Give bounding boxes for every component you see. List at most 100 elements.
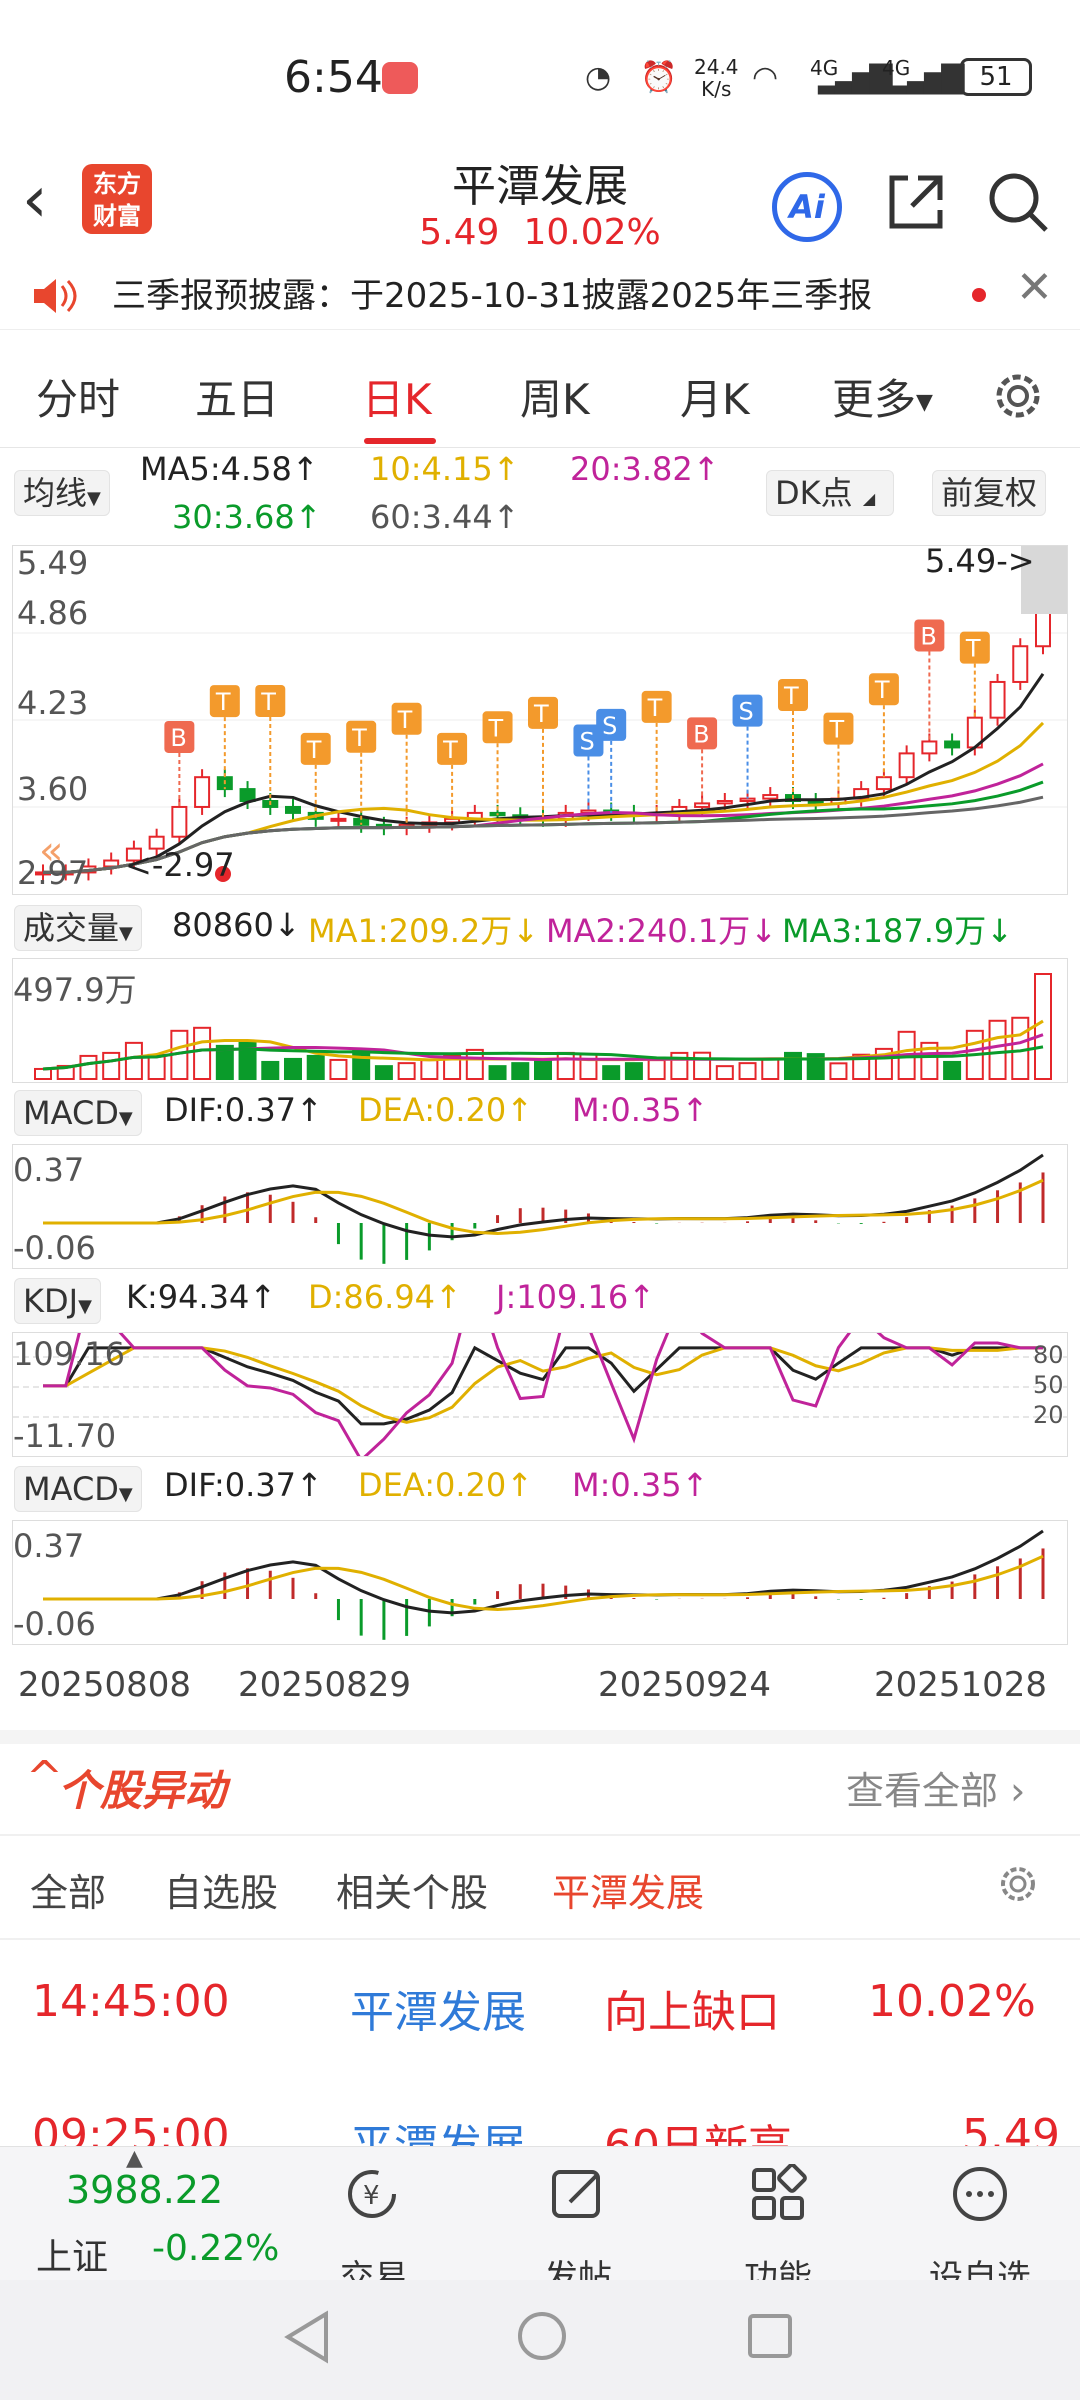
tab-intraday[interactable]: 分时 [36, 375, 121, 424]
ma10-value: 10:4.15↑ [370, 450, 520, 488]
wifi-icon: ◠ [752, 60, 779, 95]
low-point-dot [215, 866, 231, 882]
macd2-dif: DIF:0.37↑ [164, 1466, 323, 1504]
macd-chart-2[interactable]: 0.37 -0.06 [12, 1520, 1068, 1645]
price-scroll-handle[interactable] [1021, 546, 1067, 614]
filter-related[interactable]: 相关个股 [336, 1871, 489, 1915]
kdj-chart[interactable]: 109.16 -11.70 80 50 20 [12, 1271, 1068, 1463]
kline-y-top: 5.49 [17, 544, 89, 582]
trade-marker [437, 732, 468, 765]
trade-marker-label: S [739, 698, 754, 726]
candle [739, 797, 756, 803]
trade-marker [482, 711, 513, 744]
caret-down-icon: ▼ [78, 1296, 92, 1317]
post-icon[interactable] [548, 2164, 608, 2224]
status-bar: 6:54 ◔ ⏰ 24.4 K/s ◠ 4G ▂▃▅▇ 4G ▂▃▅▇ 51 [0, 0, 1080, 150]
volume-chart[interactable]: 497.9万 [12, 958, 1068, 1083]
ma-selector[interactable]: 均线▼ [14, 470, 110, 516]
volume-bar [215, 1044, 234, 1080]
candle [125, 847, 142, 862]
index-widget[interactable]: ▲ 3988.22 上证 -0.22% [0, 2146, 300, 2280]
macd2-dea: DEA:0.20↑ [358, 1466, 534, 1504]
back-icon[interactable]: ‹ [22, 163, 48, 237]
ma60-value: 60:3.44↑ [370, 498, 520, 536]
expand-up-icon: ▲ [126, 2146, 143, 2171]
search-icon[interactable] [986, 170, 1050, 234]
more-icon[interactable] [950, 2164, 1010, 2224]
close-icon[interactable]: ✕ [1016, 262, 1053, 313]
macd2-canvas [43, 1529, 1045, 1640]
dk-point-button[interactable]: DK点 ◢ [766, 470, 894, 516]
volume-bar [420, 1059, 439, 1080]
filter-watchlist[interactable]: 自选股 [164, 1871, 279, 1915]
notice-bar[interactable]: 三季报预披露：于2025-10-31披露2025年三季报 ✕ [0, 262, 1080, 330]
view-all-link[interactable]: 查看全部 › [846, 1760, 1025, 1815]
functions-icon[interactable] [748, 2164, 808, 2224]
candle [762, 794, 779, 800]
nav-back-icon[interactable] [282, 2310, 332, 2364]
signal-icon-1: ▂▃▅▇ [818, 60, 892, 95]
prev-arrow-icon[interactable]: « [39, 828, 63, 874]
tab-daily-k[interactable]: 日K [362, 375, 432, 424]
kdj-level-20: 20 [1033, 1401, 1064, 1429]
macd2-y-top: 0.37 [13, 1527, 85, 1565]
net-speed-unit: K/s [701, 77, 732, 101]
tab-five-day[interactable]: 五日 [195, 375, 280, 424]
kdj-level-50: 50 [1033, 1371, 1064, 1399]
trade-marker [528, 696, 558, 729]
trade-marker [596, 708, 627, 741]
share-icon[interactable] [886, 172, 946, 232]
index-value: 3988.22 [66, 2168, 224, 2212]
volume-bar [624, 1062, 643, 1080]
event-stock[interactable]: 平潭发展 [350, 1987, 526, 2038]
kdj-selector[interactable]: KDJ▼ [14, 1278, 101, 1324]
net-type-1: 4G [810, 56, 839, 80]
tab-more[interactable]: 更多▼ [832, 366, 933, 427]
trade-marker [573, 724, 604, 757]
volume-value: 80860↓ [172, 906, 301, 944]
macd2-dif-line [43, 1529, 1044, 1615]
candle [716, 800, 733, 805]
volume-selector[interactable]: 成交量▼ [14, 905, 142, 951]
candle [944, 740, 961, 749]
macd-selector-2[interactable]: MACD▼ [14, 1466, 142, 1512]
ai-icon[interactable]: Ai [772, 172, 842, 242]
collapse-icon[interactable]: ^ [26, 1752, 63, 1803]
volume-bar [829, 1062, 848, 1081]
trade-icon[interactable]: ¥ [342, 2164, 402, 2224]
tab-monthly-k[interactable]: 月K [680, 375, 750, 424]
filter-this-stock[interactable]: 平潭发展 [552, 1871, 705, 1915]
macd-selector-1[interactable]: MACD▼ [14, 1090, 142, 1136]
caret-down-icon: ▼ [87, 488, 101, 509]
trade-marker [391, 702, 422, 735]
speedometer-icon: ◔ [585, 60, 612, 95]
volume-bar [920, 1041, 939, 1081]
volume-bar [102, 1051, 121, 1080]
macd-chart-1[interactable]: 0.37 -0.06 [12, 1144, 1068, 1269]
macd-selector-1-label: MACD [23, 1094, 119, 1132]
tab-weekly-k[interactable]: 周K [520, 375, 590, 424]
kdj-k: K:94.34↑ [126, 1278, 277, 1316]
macd1-dea-line [43, 1178, 1044, 1235]
ma60-line [43, 795, 1044, 874]
event-type: 向上缺口 [604, 1987, 780, 2038]
trade-marker [823, 712, 854, 745]
filter-gear-icon[interactable] [996, 1862, 1040, 1906]
ma30-value: 30:3.68↑ [172, 498, 322, 536]
gear-icon[interactable] [990, 368, 1046, 424]
app-logo: 东方财富 [82, 164, 152, 234]
volume-bar [261, 1060, 280, 1080]
net-speed-value: 24.4 [694, 55, 739, 79]
volume-bar [852, 1053, 871, 1081]
app-logo-text: 东方财富 [93, 170, 141, 230]
candle [103, 859, 120, 868]
macd1-canvas [43, 1153, 1045, 1264]
adjust-button[interactable]: 前复权 [932, 470, 1047, 516]
trade-marker-label: B [693, 720, 709, 748]
trade-marker-label: T [306, 736, 322, 764]
nav-home-icon[interactable] [516, 2310, 568, 2362]
nav-recents-icon[interactable] [746, 2312, 794, 2360]
filter-all[interactable]: 全部 [30, 1871, 107, 1915]
